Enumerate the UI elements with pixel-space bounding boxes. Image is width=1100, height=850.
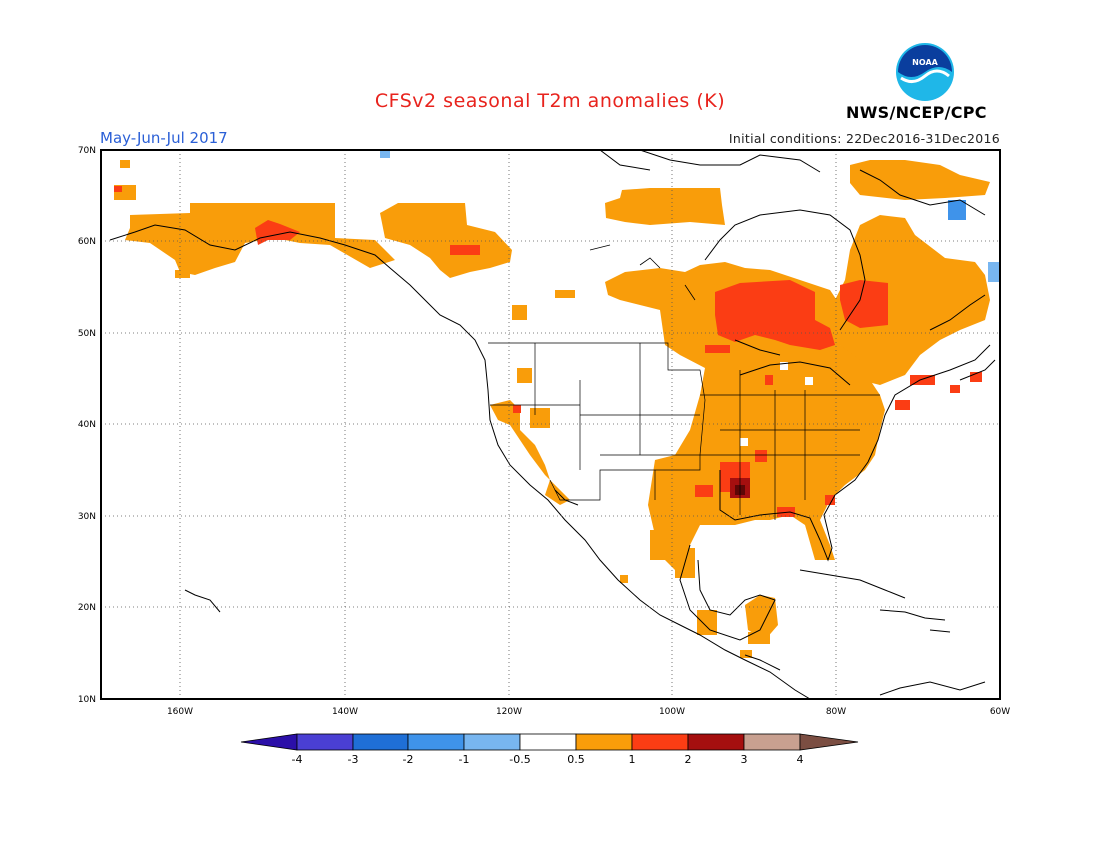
noaa-logo: NOAA xyxy=(896,43,954,101)
anomaly-cell xyxy=(114,186,122,192)
lon-label: 80W xyxy=(826,707,846,717)
lon-label: 160W xyxy=(167,707,193,717)
lat-label: 40N xyxy=(78,420,96,430)
colorbar-labels: -4 -3 -2 -1 -0.5 0.5 1 2 3 4 xyxy=(292,753,804,766)
lat-label: 50N xyxy=(78,329,96,339)
anomaly-cell xyxy=(825,495,835,505)
anomaly-region-ontario-red xyxy=(715,280,835,350)
lat-label: 30N xyxy=(78,512,96,522)
state-borders xyxy=(488,342,880,520)
initial-conditions: Initial conditions: 22Dec2016-31Dec2016 xyxy=(728,131,1000,146)
anomaly-cell xyxy=(948,200,966,220)
colorbar-label: -1 xyxy=(459,753,470,766)
anomaly-cell xyxy=(950,385,960,393)
lat-label: 10N xyxy=(78,695,96,705)
colorbar-label: -0.5 xyxy=(509,753,530,766)
anomaly-cell xyxy=(705,345,730,353)
lat-label: 60N xyxy=(78,237,96,247)
colorbar-cell xyxy=(575,733,633,751)
colorbar-label: 1 xyxy=(629,753,636,766)
map-area xyxy=(109,150,1000,699)
anomaly-cell xyxy=(740,650,752,658)
colorbar-label: -4 xyxy=(292,753,303,766)
anomaly-cell xyxy=(805,377,813,385)
colorbar-label: -3 xyxy=(348,753,359,766)
forecast-period: May-Jun-Jul 2017 xyxy=(100,129,228,147)
anomaly-cell xyxy=(517,368,532,383)
lat-label: 70N xyxy=(78,146,96,156)
colorbar-cell xyxy=(519,733,577,751)
lon-label: 100W xyxy=(659,707,685,717)
colorbar-cell xyxy=(743,733,801,751)
anomaly-cell xyxy=(555,290,575,298)
colorbar-label: -2 xyxy=(403,753,414,766)
lon-label: 60W xyxy=(990,707,1010,717)
map-frame xyxy=(100,149,1001,700)
colorbar-label: 3 xyxy=(741,753,748,766)
logo-text: NOAA xyxy=(912,58,938,67)
anomaly-cell xyxy=(380,150,390,158)
colorbar-cell xyxy=(407,733,465,751)
anomaly-cell xyxy=(120,160,130,168)
anomaly-cell xyxy=(748,632,770,644)
lon-label: 140W xyxy=(332,707,358,717)
lat-labels: 70N 60N 50N 40N 30N 20N 10N xyxy=(78,146,96,705)
anomaly-cell xyxy=(780,362,788,370)
anomaly-region-nunavut xyxy=(605,188,725,225)
lon-label: 120W xyxy=(496,707,522,717)
anomaly-cell xyxy=(512,305,527,320)
anomaly-cell xyxy=(970,372,982,382)
colorbar-cell xyxy=(463,733,521,751)
colorbar-cell xyxy=(687,733,745,751)
lon-labels: 160W 140W 120W 100W 80W 60W xyxy=(167,707,1010,717)
anomaly-cell xyxy=(695,485,713,497)
anomaly-region-yukon xyxy=(380,203,512,278)
lat-label: 20N xyxy=(78,603,96,613)
anomaly-cell xyxy=(755,450,767,462)
colorbar-cell xyxy=(240,733,298,751)
colorbar-cell xyxy=(296,733,354,751)
anomaly-region-quebec xyxy=(830,215,990,385)
anomaly-region-baffin xyxy=(850,160,990,200)
anomaly-cell xyxy=(765,375,773,385)
anomaly-region-quebec-red xyxy=(840,280,888,328)
anomaly-cell xyxy=(175,270,190,278)
anomaly-cell xyxy=(988,262,1000,282)
anomaly-cell xyxy=(740,438,748,446)
anomaly-region-west xyxy=(490,400,570,505)
anomaly-cell xyxy=(530,408,550,428)
colorbar-label: 4 xyxy=(797,753,804,766)
anomaly-cell xyxy=(450,245,480,255)
colorbar-cell xyxy=(631,733,689,751)
colorbar xyxy=(240,733,859,751)
anomaly-region-alaska-red xyxy=(255,220,300,245)
agency-label: NWS/NCEP/CPC xyxy=(846,103,987,122)
colorbar-cell xyxy=(352,733,409,751)
anomaly-cell xyxy=(697,610,717,635)
chart-title: CFSv2 seasonal T2m anomalies (K) xyxy=(374,90,726,112)
anomaly-cell xyxy=(895,400,910,410)
anomaly-cell xyxy=(513,405,521,413)
colorbar-cell xyxy=(799,733,859,751)
anomaly-cell xyxy=(620,575,628,583)
anomaly-cell xyxy=(910,375,935,385)
colorbar-label: 2 xyxy=(685,753,692,766)
coastlines xyxy=(109,150,996,699)
colorbar-label: 0.5 xyxy=(567,753,585,766)
anomaly-region-yucatan xyxy=(745,595,778,640)
